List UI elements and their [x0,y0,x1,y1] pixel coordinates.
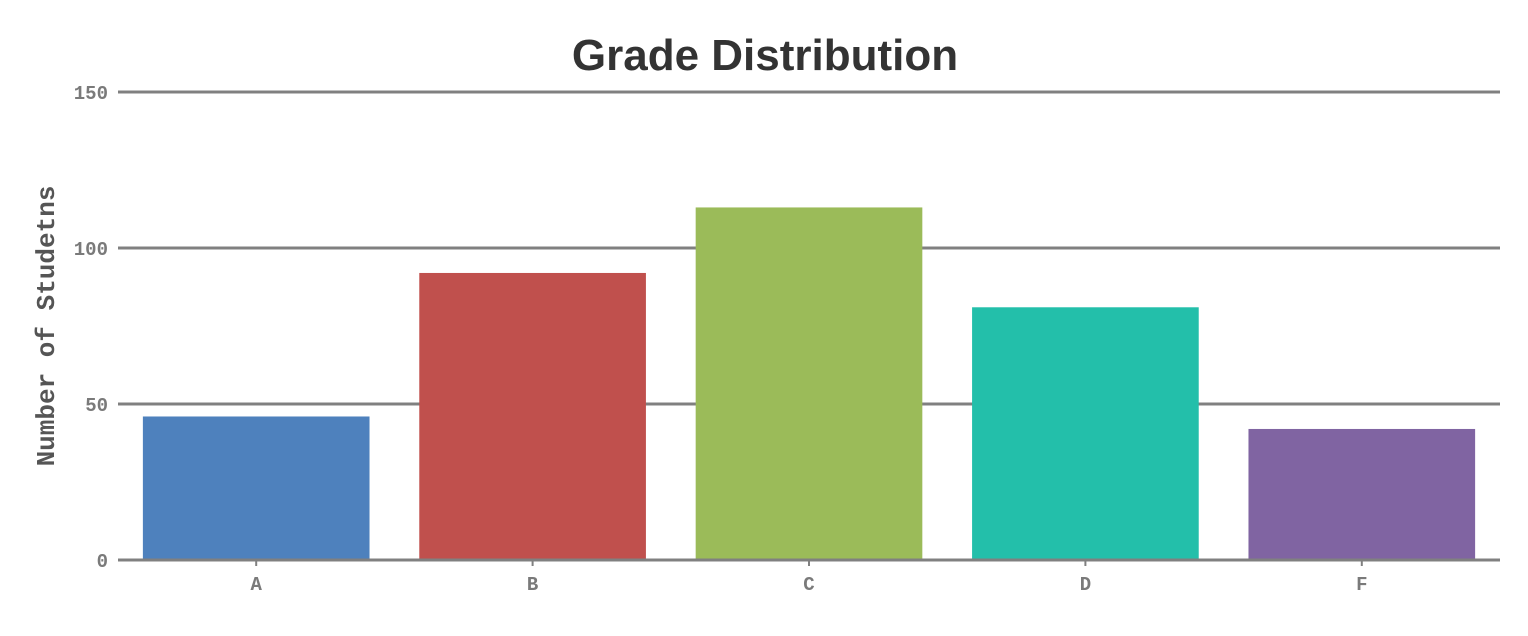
y-tick-label: 150 [74,83,108,105]
y-tick-label: 100 [74,239,108,261]
y-axis-label: Number of Studetns [32,186,62,467]
y-tick-label: 50 [85,395,108,417]
bar-a [142,416,370,560]
x-tick-label: C [803,574,814,596]
x-tick-label: D [1080,574,1091,596]
x-tick-label: B [527,574,538,596]
y-axis-ticks: 0 50 100 150 [74,83,108,573]
bar-f [1248,428,1476,560]
bars [142,207,1476,560]
x-tick-label: A [250,574,262,596]
bar-d [972,307,1199,560]
x-tick-label: F [1356,574,1367,596]
bar-c [695,207,923,560]
chart-title: Grade Distribution [572,31,958,80]
y-tick-label: 0 [97,551,108,573]
bar-b [419,272,646,560]
